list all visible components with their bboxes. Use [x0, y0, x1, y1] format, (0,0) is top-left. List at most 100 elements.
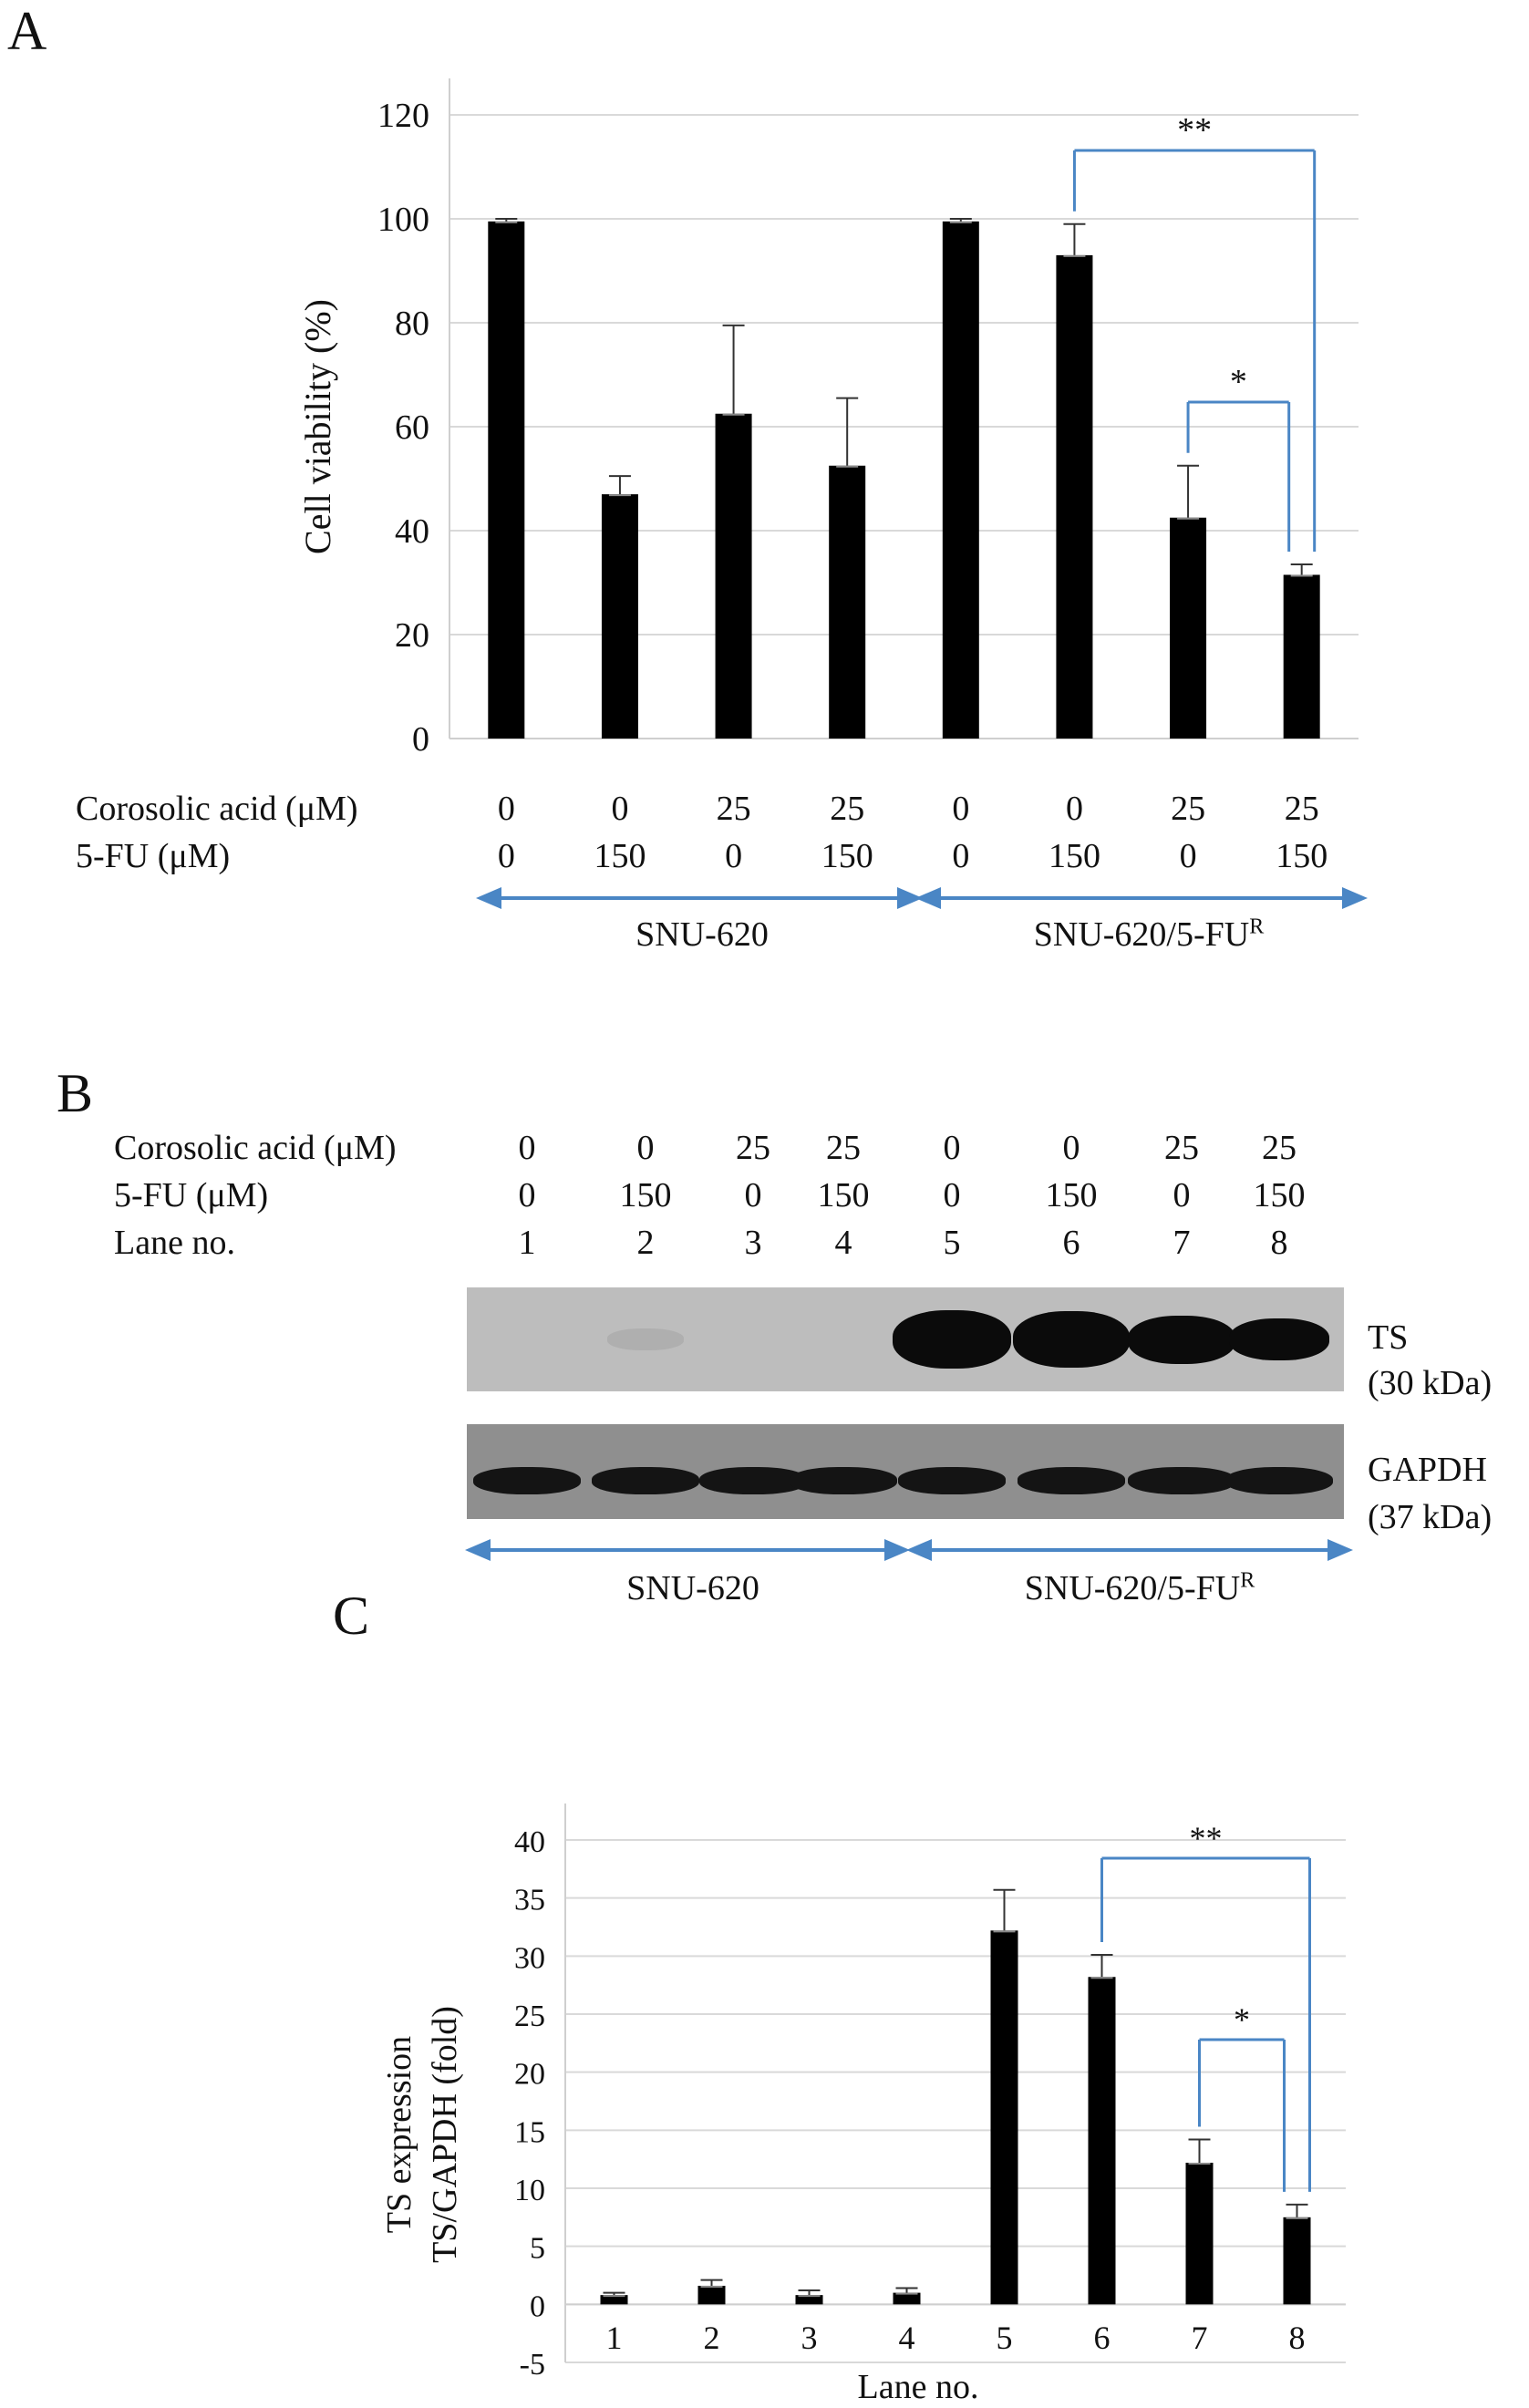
b-lane-value-2: 2 [636, 1224, 655, 1262]
chart-a-y-tick-label: 60 [395, 408, 429, 447]
b-corosolic-value-2: 0 [636, 1129, 655, 1167]
ts-label: TS [1368, 1318, 1409, 1357]
gapdh-label: GAPDH [1368, 1451, 1487, 1489]
a-group-snu620-5fur: SNU-620/5-FUR [1033, 915, 1265, 954]
chart-c-x-tick-label-6: 6 [1094, 2320, 1111, 2356]
b-lane-value-3: 3 [744, 1224, 762, 1262]
gapdh-band-lane-1 [473, 1467, 581, 1494]
b-lane-value-7: 7 [1173, 1224, 1191, 1262]
a-fu-value-4: 150 [821, 837, 873, 875]
chart-c-y-axis-label-line2: TS/GAPDH (fold) [426, 2006, 464, 2263]
a-corosolic-value-8: 25 [1284, 790, 1319, 828]
chart-c-x-tick-label-1: 1 [606, 2320, 623, 2356]
a-corosolic-value-3: 25 [716, 790, 751, 828]
chart-a-bar-6 [1056, 254, 1093, 739]
gapdh-band-lane-2 [592, 1467, 699, 1494]
a-arrowhead-left-1 [476, 887, 501, 909]
b-group-snu620: SNU-620 [626, 1569, 759, 1607]
a-arrowhead-right-1 [897, 887, 923, 909]
chart-c-y-tick-label: 5 [530, 2232, 545, 2266]
panel-c-letter: C [333, 1586, 370, 1646]
b-corosolic-value-7: 25 [1164, 1129, 1199, 1167]
a-corosolic-value-2: 0 [611, 790, 629, 828]
b-fu-label: 5-FU (μM) [114, 1176, 269, 1214]
chart-c-y-tick-label: 35 [514, 1884, 545, 1917]
chart-c-bar-5 [990, 1930, 1018, 2305]
b-fu-value-4: 150 [817, 1176, 870, 1214]
a-corosolic-label: Corosolic acid (μM) [76, 790, 358, 828]
b-group-arrows [465, 1539, 1353, 1561]
b-lane-value-6: 6 [1062, 1224, 1080, 1262]
a-group-arrows [476, 887, 1368, 909]
chart-a-y-tick-label: 80 [395, 305, 429, 343]
chart-c-y-tick-label: 0 [530, 2289, 545, 2323]
a-arrowhead-left-2 [915, 887, 941, 909]
western-blot-ts [467, 1287, 1344, 1391]
ts-band-lane-8 [1229, 1318, 1329, 1361]
panel-b-letter: B [57, 1063, 94, 1123]
a-corosolic-value-5: 0 [952, 790, 970, 828]
chart-c-x-tick-label-5: 5 [997, 2320, 1013, 2356]
gapdh-band-lane-7 [1128, 1467, 1235, 1494]
a-corosolic-value-7: 25 [1171, 790, 1206, 828]
chart-c-y-tick-label: 25 [514, 2000, 545, 2033]
chart-a-bar-5 [942, 221, 979, 739]
b-corosolic-value-4: 25 [826, 1129, 861, 1167]
gapdh-kda-label: (37 kDa) [1368, 1498, 1493, 1536]
b-corosolic-value-6: 0 [1062, 1129, 1080, 1167]
chart-c-y-tick-label: -5 [520, 2348, 545, 2382]
b-arrowhead-right-2 [1328, 1539, 1353, 1561]
chart-a-y-axis-label: Cell viability (%) [297, 299, 338, 554]
panel-a-letter: A [7, 1, 47, 61]
gapdh-band-lane-4 [790, 1467, 897, 1494]
b-lane-value-5: 5 [943, 1224, 961, 1262]
b-fu-value-6: 150 [1045, 1176, 1098, 1214]
b-fu-value-3: 0 [744, 1176, 762, 1214]
b-corosolic-label: Corosolic acid (μM) [114, 1129, 397, 1167]
chart-a-y-tick-label: 40 [395, 512, 429, 551]
chart-c-x-tick-label-3: 3 [801, 2320, 818, 2356]
chart-a-y-tick-label: 20 [395, 616, 429, 655]
a-arrowhead-right-2 [1342, 887, 1368, 909]
chart-a-y-tick-label: 100 [377, 201, 429, 239]
a-fu-value-8: 150 [1276, 837, 1328, 875]
ts-kda-label: (30 kDa) [1368, 1364, 1493, 1402]
a-fu-value-5: 0 [952, 837, 970, 875]
a-group-snu620: SNU-620 [635, 915, 769, 954]
chart-c-y-tick-label: 10 [514, 2174, 545, 2207]
b-corosolic-value-1: 0 [518, 1129, 536, 1167]
b-arrowhead-right-1 [884, 1539, 910, 1561]
a-corosolic-value-6: 0 [1065, 790, 1083, 828]
b-corosolic-value-8: 25 [1262, 1129, 1297, 1167]
chart-c-y-tick-label: 15 [514, 2115, 545, 2149]
chart-c-y-axis-label-line1: TS expression [380, 2036, 418, 2233]
b-lane-value-8: 8 [1270, 1224, 1288, 1262]
chart-c-significance-label-2: * [1234, 2001, 1250, 2038]
chart-c-significance-label-1: ** [1190, 1820, 1223, 1856]
chart-c-x-tick-label-2: 2 [704, 2320, 720, 2356]
a-corosolic-value-1: 0 [497, 790, 515, 828]
a-fu-label: 5-FU (μM) [76, 837, 231, 875]
ts-band-lane-6 [1013, 1311, 1130, 1368]
chart-a-bar-7 [1170, 517, 1207, 739]
chart-a-bar-1 [488, 221, 525, 739]
chart-c-y-tick-label: 40 [514, 1825, 545, 1859]
a-corosolic-value-4: 25 [830, 790, 865, 828]
ts-band-lane-5 [893, 1310, 1011, 1369]
a-fu-value-3: 0 [725, 837, 743, 875]
chart-a-y-tick-label: 0 [412, 720, 429, 759]
b-fu-value-2: 150 [619, 1176, 672, 1214]
chart-c-bar-2 [697, 2285, 726, 2305]
a-fu-value-6: 150 [1048, 837, 1100, 875]
b-fu-value-5: 0 [943, 1176, 961, 1214]
chart-c-x-tick-label-8: 8 [1289, 2320, 1306, 2356]
a-fu-value-7: 0 [1179, 837, 1197, 875]
chart-a-bar-8 [1283, 574, 1320, 739]
b-lane-value-1: 1 [518, 1224, 536, 1262]
b-fu-value-7: 0 [1173, 1176, 1191, 1214]
chart-c-y-tick-label: 20 [514, 2058, 545, 2092]
chart-a-y-tick-label: 120 [377, 97, 429, 135]
chart-a-bar-4 [829, 465, 866, 739]
